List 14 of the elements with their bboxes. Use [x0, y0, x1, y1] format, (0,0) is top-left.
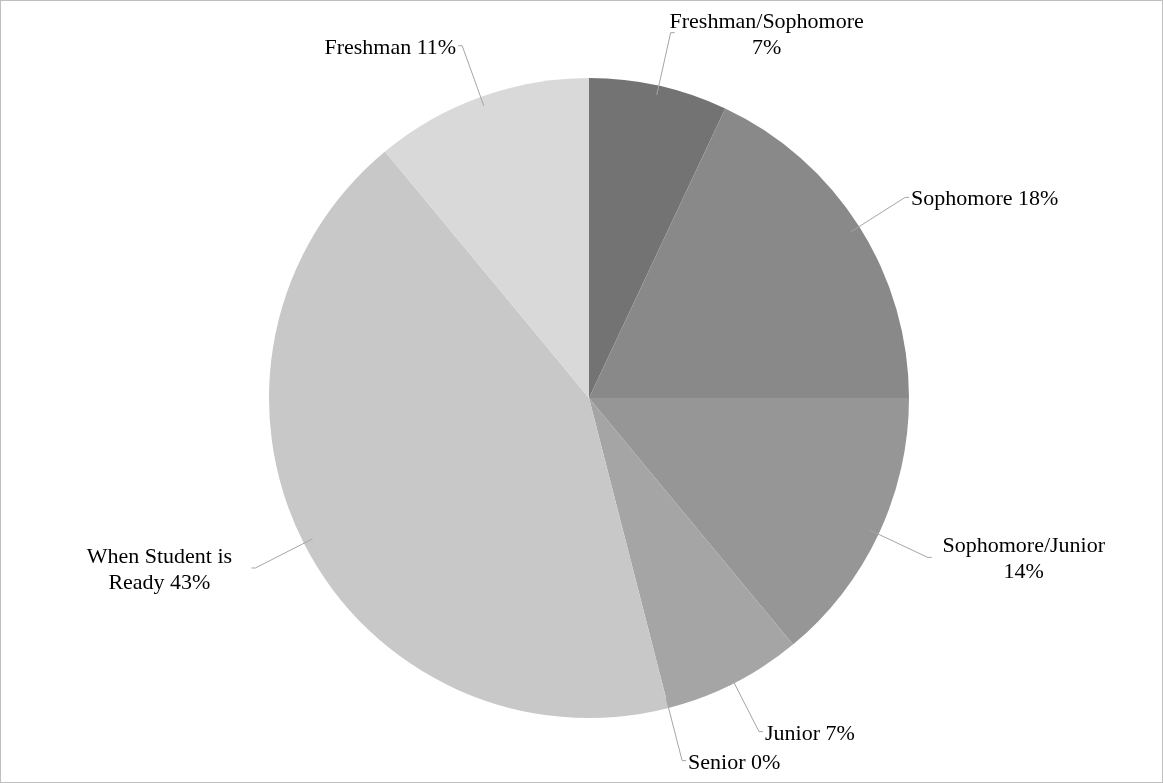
pie-slice: [385, 78, 589, 398]
pie-slice: [589, 78, 726, 398]
category-label: Senior 0%: [688, 748, 781, 774]
data-label: 14%: [1003, 558, 1044, 584]
slice-label: Junior 7%: [764, 719, 855, 745]
slice-label: Sophomore 18%: [911, 185, 1059, 211]
slice-label: Freshman/Sophomore: [669, 7, 864, 33]
pie-slice: [589, 398, 909, 645]
data-label: 7%: [752, 33, 782, 59]
slice-label: Sophomore/Junior: [942, 532, 1106, 558]
slice-label: Freshman 11%: [324, 33, 457, 59]
pie-slice: [589, 108, 909, 398]
slice-label: When Student is Ready 43%: [86, 542, 233, 594]
pie-slice: [269, 151, 669, 718]
